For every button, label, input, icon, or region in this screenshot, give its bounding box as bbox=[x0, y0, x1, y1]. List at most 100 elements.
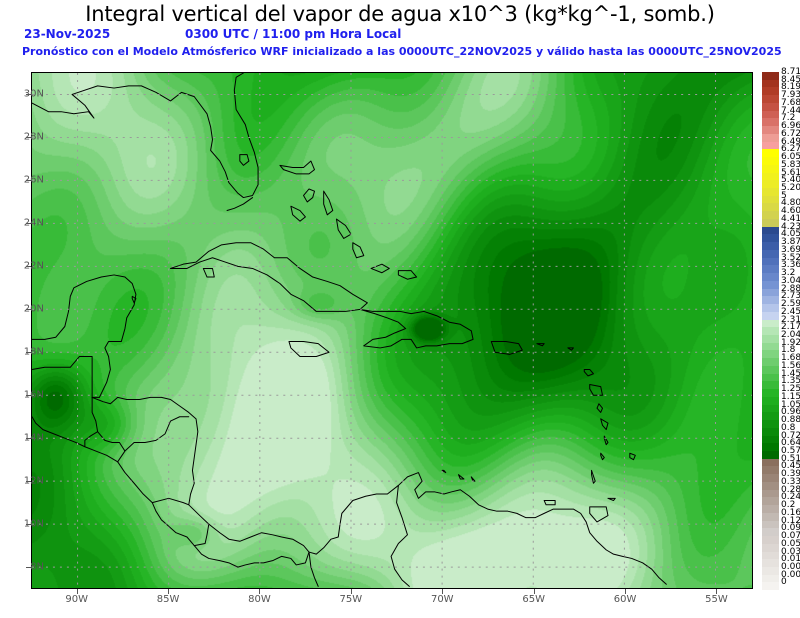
lat-tick-label: 22N bbox=[23, 260, 44, 272]
colorbar-value-label: 0.018 bbox=[781, 554, 800, 565]
colorbar-value-label: 7.442 bbox=[781, 105, 800, 116]
colorbar-swatch bbox=[762, 141, 779, 150]
colorbar-entry: 2.178 bbox=[762, 323, 800, 335]
colorbar-entry: 0.018 bbox=[762, 555, 800, 567]
colorbar-value-label: 0.072 bbox=[781, 531, 800, 542]
colorbar-entry: 1.682 bbox=[762, 354, 800, 366]
colorbar-swatch bbox=[762, 327, 779, 335]
colorbar-value-label: 0.2 bbox=[781, 500, 796, 511]
colorbar-value-label: 0.392 bbox=[781, 469, 800, 480]
colorbar-value-label: 0.05 bbox=[781, 538, 800, 549]
colorbar-value-label: 0.162 bbox=[781, 507, 800, 518]
colorbar-entry: 0.45 bbox=[762, 462, 800, 475]
colorbar-swatch bbox=[762, 87, 779, 96]
lat-tick-label: 10N bbox=[23, 518, 44, 530]
colorbar-entry: 0.648 bbox=[762, 439, 800, 451]
colorbar-swatch bbox=[762, 396, 779, 405]
lat-tick-mark bbox=[26, 395, 31, 397]
colorbar-entry: 3.2 bbox=[762, 269, 795, 281]
colorbar-swatch bbox=[762, 319, 779, 328]
colorbar-value-label: 1.458 bbox=[781, 368, 800, 379]
lon-tick-mark bbox=[350, 589, 352, 594]
colorbar-value-label: 1.682 bbox=[781, 353, 800, 364]
lat-tick-mark bbox=[26, 136, 31, 138]
colorbar-swatch bbox=[762, 458, 779, 467]
colorbar-entry: 6.498 bbox=[762, 137, 800, 150]
colorbar-value-label: 5.408 bbox=[781, 175, 800, 186]
colorbar-swatch bbox=[762, 466, 779, 475]
colorbar-swatch bbox=[762, 218, 779, 227]
lat-tick-mark bbox=[26, 481, 31, 483]
colorbar-value-label: 4.232 bbox=[781, 221, 800, 232]
colorbar-value-label: 0.8 bbox=[781, 422, 796, 433]
lat-tick-mark bbox=[26, 524, 31, 526]
colorbar-swatch bbox=[762, 520, 779, 529]
colorbar-value-label: 2.888 bbox=[781, 283, 800, 294]
lon-tick-mark bbox=[442, 589, 444, 594]
colorbar-swatch bbox=[762, 443, 779, 451]
colorbar-swatch bbox=[762, 195, 779, 204]
colorbar-value-label: 2.312 bbox=[781, 314, 800, 325]
colorbar-value-label: 4.05 bbox=[781, 229, 800, 240]
colorbar-value-label: 6.05 bbox=[781, 152, 800, 163]
colorbar-swatch bbox=[762, 95, 779, 103]
colorbar-swatch bbox=[762, 79, 779, 88]
colorbar-entry: 6.272 bbox=[762, 145, 800, 158]
colorbar-value-label: 3.042 bbox=[781, 275, 800, 286]
lon-tick-label: 90W bbox=[65, 594, 88, 605]
colorbar-entry: 0.008 bbox=[762, 563, 800, 575]
colorbar-entry: 5.618 bbox=[762, 168, 800, 181]
colorbar-entry: 7.688 bbox=[762, 98, 800, 111]
lat-tick-mark bbox=[26, 179, 31, 181]
colorbar-swatch bbox=[762, 280, 779, 289]
colorbar-swatch bbox=[762, 412, 779, 421]
colorbar-entry: 7.442 bbox=[762, 106, 800, 119]
colorbar-value-label: 6.498 bbox=[781, 136, 800, 147]
lon-tick-label: 85W bbox=[156, 594, 180, 605]
colorbar-entry: 5.408 bbox=[762, 176, 800, 189]
colorbar-entry: 0.242 bbox=[762, 493, 800, 506]
colorbar-value-label: 0.512 bbox=[781, 453, 800, 464]
colorbar-entry: 8.45 bbox=[762, 75, 800, 88]
colorbar-entry: 8.192 bbox=[762, 83, 800, 96]
colorbar-value-label: 0.648 bbox=[781, 438, 800, 449]
colorbar-entry: 3.698 bbox=[762, 245, 800, 258]
colorbar-value-label: 1.922 bbox=[781, 337, 800, 348]
colorbar-swatch bbox=[762, 497, 779, 506]
colorbar-swatch bbox=[762, 450, 779, 459]
colorbar-entry: 0.968 bbox=[762, 408, 800, 421]
colorbar-value-label: 8.712 bbox=[781, 67, 800, 77]
colorbar-swatch bbox=[762, 373, 779, 382]
colorbar-entry: 0.512 bbox=[762, 454, 800, 467]
colorbar-entry: 5.202 bbox=[762, 184, 800, 196]
colorbar-entry: 1.352 bbox=[762, 377, 800, 390]
colorbar-entry: 1.058 bbox=[762, 400, 800, 413]
lat-tick-mark bbox=[26, 438, 31, 440]
colorbar-entry: 3.362 bbox=[762, 261, 800, 274]
colorbar-swatch bbox=[762, 249, 779, 258]
lon-tick-label: 70W bbox=[430, 594, 454, 605]
colorbar-entry: 4.802 bbox=[762, 199, 800, 212]
colorbar-value-label: 7.2 bbox=[781, 113, 796, 124]
colorbar-entry: 0.032 bbox=[762, 547, 800, 560]
colorbar-swatch bbox=[762, 427, 779, 436]
colorbar-swatch bbox=[762, 574, 779, 583]
colorbar-swatch bbox=[762, 358, 779, 366]
map-plot-area: SisTT – ONAMET/REP.DOM. bbox=[31, 72, 753, 589]
colorbar-value-label: 1.058 bbox=[781, 399, 800, 410]
colorbar-value-label: 1.25 bbox=[781, 384, 800, 395]
lon-tick-mark bbox=[533, 589, 535, 594]
colorbar-swatch bbox=[762, 288, 779, 297]
colorbar-entry: 1.568 bbox=[762, 361, 800, 374]
colorbar-entry: 0.05 bbox=[762, 539, 800, 552]
colorbar-value-label: 5.202 bbox=[781, 183, 800, 194]
colorbar-swatch bbox=[762, 489, 779, 498]
colorbar-swatch bbox=[762, 381, 779, 390]
colorbar-entry: 0.162 bbox=[762, 508, 800, 521]
colorbar-value-label: 2.45 bbox=[781, 306, 800, 317]
colorbar-swatch bbox=[762, 118, 779, 127]
colorbar-value-label: 5.618 bbox=[781, 167, 800, 178]
lat-tick-mark bbox=[26, 567, 31, 569]
colorbar-value-label: 0.968 bbox=[781, 407, 800, 418]
